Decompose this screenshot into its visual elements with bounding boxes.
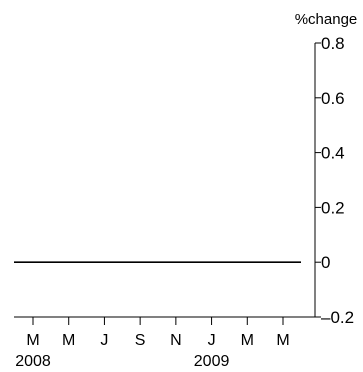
year-label: 2008: [15, 353, 51, 370]
y-tick-label: 0.6: [321, 89, 345, 108]
y-tick-label: –0.2: [321, 308, 354, 327]
y-tick-label: 0: [321, 253, 330, 272]
y-tick-label: 0.8: [321, 34, 345, 53]
year-label: 2009: [194, 353, 230, 370]
axes-layer: [14, 42, 321, 325]
x-tick-label: N: [170, 332, 182, 349]
labels-layer: %change 0.8 0.6 0.4 0.2 0 –0.2 M M J S N J M M 2008 2009: [15, 11, 357, 370]
y-tick-label: 0.2: [321, 198, 345, 217]
x-tick-label: J: [208, 332, 216, 349]
x-tick-label: M: [276, 332, 289, 349]
x-tick-label: S: [135, 332, 146, 349]
x-tick-label: M: [26, 332, 39, 349]
x-tick-label: M: [241, 332, 254, 349]
y-tick-label: 0.4: [321, 144, 345, 163]
x-tick-label: J: [100, 332, 108, 349]
x-tick-label: M: [62, 332, 75, 349]
y-axis-title: %change: [295, 11, 358, 28]
